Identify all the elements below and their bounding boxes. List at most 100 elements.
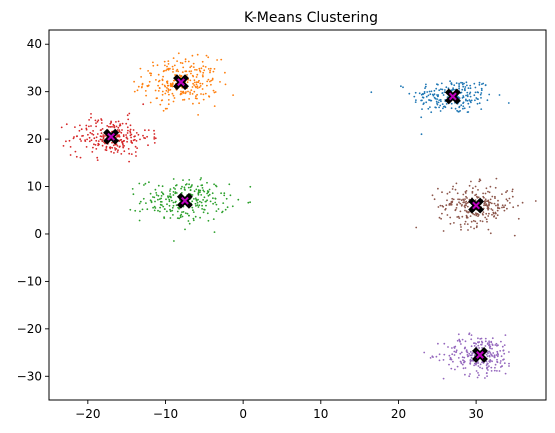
data-point [470, 180, 472, 183]
data-point [499, 350, 502, 352]
data-point [496, 344, 499, 347]
data-point [155, 192, 158, 194]
data-point [172, 178, 175, 180]
data-point [223, 194, 226, 197]
data-point [461, 363, 464, 366]
data-point [476, 98, 479, 100]
data-point [78, 129, 81, 132]
data-point [129, 130, 132, 133]
data-point [153, 209, 156, 212]
data-point [429, 106, 431, 108]
data-point [190, 65, 193, 67]
data-point [479, 366, 481, 369]
data-point [461, 338, 464, 341]
data-point [91, 151, 94, 153]
data-point [172, 194, 175, 196]
data-point [122, 140, 125, 143]
data-point [94, 144, 97, 146]
data-point [508, 365, 510, 367]
data-point [440, 82, 443, 85]
data-point [189, 93, 192, 95]
data-point [118, 129, 121, 132]
data-point [147, 144, 149, 147]
data-point [466, 91, 469, 94]
data-point [120, 131, 123, 134]
data-point [206, 181, 208, 184]
data-point [167, 60, 170, 62]
data-point [480, 343, 483, 346]
data-point [199, 85, 202, 87]
data-point [466, 197, 468, 199]
data-point [500, 355, 503, 358]
data-point [197, 192, 200, 195]
data-point [172, 191, 175, 193]
data-point [188, 222, 191, 225]
data-point [188, 179, 191, 181]
data-point [466, 354, 469, 356]
data-point [189, 91, 192, 94]
data-point [478, 83, 481, 86]
data-point [370, 91, 373, 94]
data-point [126, 132, 129, 134]
data-point [126, 140, 128, 143]
data-point [192, 82, 195, 85]
data-point [459, 202, 462, 205]
data-point [190, 89, 193, 91]
data-point [478, 374, 480, 377]
data-point [97, 144, 99, 147]
data-point [461, 83, 464, 86]
data-point [163, 208, 166, 211]
data-point [166, 87, 168, 89]
data-point [484, 377, 486, 379]
data-point [484, 216, 487, 219]
data-point [162, 205, 165, 208]
x-tick-label: 30 [468, 407, 483, 421]
data-point [147, 70, 150, 72]
data-point [92, 133, 95, 136]
data-point [462, 198, 465, 201]
data-point [80, 140, 82, 142]
data-point [189, 66, 192, 69]
data-point [160, 99, 163, 102]
data-point [95, 148, 98, 150]
data-point [172, 204, 175, 207]
data-point [129, 208, 132, 211]
data-point [478, 178, 481, 181]
data-point [465, 210, 468, 213]
data-point [503, 352, 506, 355]
data-point [202, 189, 205, 192]
data-point [455, 349, 458, 352]
data-point [121, 129, 123, 131]
data-point [513, 234, 516, 237]
data-point [120, 138, 123, 141]
data-point [460, 343, 462, 345]
data-point [477, 362, 480, 364]
data-point [173, 97, 176, 99]
data-point [476, 225, 478, 228]
data-point [472, 187, 474, 190]
data-point [496, 350, 499, 353]
data-point [415, 226, 418, 229]
data-point [184, 212, 187, 215]
data-point [134, 135, 136, 138]
data-point [110, 150, 113, 153]
data-point [465, 349, 468, 352]
data-point [217, 208, 220, 210]
data-point [489, 345, 492, 348]
data-point [149, 199, 152, 202]
data-point [166, 80, 168, 83]
data-point [491, 213, 493, 216]
data-point [174, 74, 176, 76]
data-point [459, 110, 461, 112]
data-point [449, 80, 451, 83]
data-point [480, 92, 483, 94]
data-point [442, 230, 445, 232]
data-point [489, 232, 492, 235]
data-point [157, 90, 160, 92]
data-point [142, 197, 145, 200]
data-point [207, 194, 210, 197]
data-point [138, 202, 141, 205]
data-point [94, 119, 97, 122]
data-point [141, 208, 144, 211]
data-point [479, 220, 482, 222]
